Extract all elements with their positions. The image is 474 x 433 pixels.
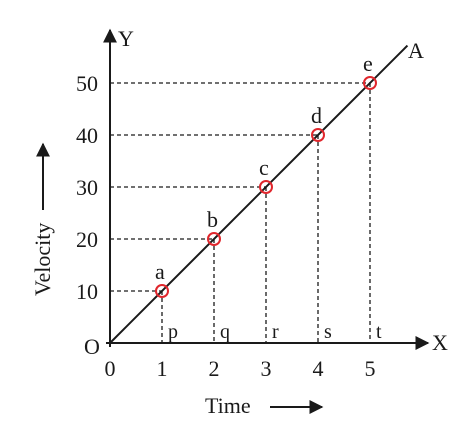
x-tick-label-5: 5 [365, 356, 376, 381]
x-tick-label-4: 4 [313, 356, 324, 381]
point-labels: a b c d e [155, 51, 373, 284]
origin-label: O [84, 334, 100, 359]
y-tick-label-40: 40 [76, 123, 98, 148]
point-label-c: c [259, 155, 269, 180]
y-tick-label-50: 50 [76, 71, 98, 96]
y-tick-label-20: 20 [76, 227, 98, 252]
y-axis-letter: Y [118, 26, 134, 51]
foot-label-r: r [272, 321, 279, 343]
y-tick-label-30: 30 [76, 175, 98, 200]
marker-a [155, 284, 169, 298]
marker-d [311, 128, 325, 142]
x-tick-label-1: 1 [157, 356, 168, 381]
line-label-A: A [408, 38, 424, 63]
x-axis-label: Time [205, 393, 251, 418]
dashed-guides [110, 82, 371, 343]
point-label-a: a [155, 259, 165, 284]
point-label-d: d [311, 103, 322, 128]
x-axis-title: Time [205, 393, 324, 418]
y-axis-label: Velocity [30, 223, 55, 296]
y-tick-label-10: 10 [76, 279, 98, 304]
foot-label-p: p [168, 321, 178, 343]
x-tick-label-2: 2 [209, 356, 220, 381]
y-axis-title: Velocity [30, 142, 55, 296]
marker-c [259, 180, 273, 194]
x-tick-label-0: 0 [105, 356, 116, 381]
data-markers [155, 76, 377, 298]
axis-ticks: 0 1 2 3 4 5 10 20 30 40 50 [76, 71, 376, 381]
x-tick-label-3: 3 [261, 356, 272, 381]
marker-e [363, 76, 377, 90]
x-axis-letter: X [432, 330, 448, 355]
point-label-e: e [363, 51, 373, 76]
point-label-b: b [207, 207, 218, 232]
foot-label-s: s [324, 321, 332, 343]
foot-label-t: t [376, 321, 382, 343]
foot-label-q: q [220, 321, 230, 343]
marker-b [207, 232, 221, 246]
velocity-line [109, 44, 409, 344]
foot-labels: p q r s t [168, 321, 382, 343]
